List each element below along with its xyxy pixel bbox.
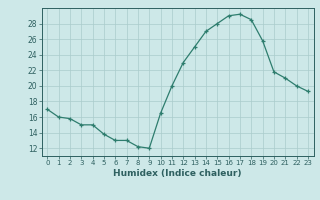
X-axis label: Humidex (Indice chaleur): Humidex (Indice chaleur) xyxy=(113,169,242,178)
